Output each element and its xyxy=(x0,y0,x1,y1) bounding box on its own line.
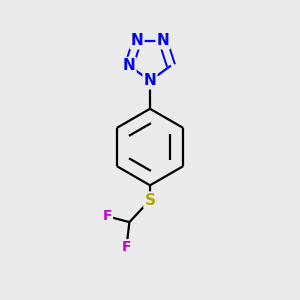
Text: N: N xyxy=(157,33,169,48)
Text: F: F xyxy=(103,209,112,223)
Text: N: N xyxy=(144,73,156,88)
Text: F: F xyxy=(122,240,131,254)
Text: N: N xyxy=(130,33,143,48)
Text: S: S xyxy=(145,193,155,208)
Text: N: N xyxy=(123,58,135,73)
